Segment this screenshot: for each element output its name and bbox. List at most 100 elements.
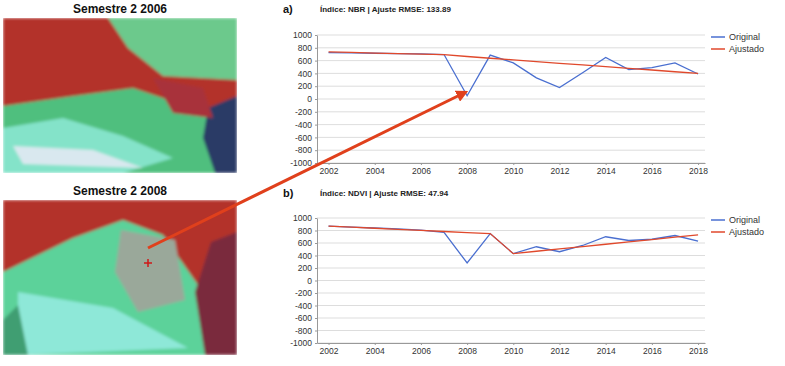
tick: 2010: [504, 343, 523, 356]
tick-label: 2014: [597, 346, 616, 356]
tick-mark: [315, 125, 317, 126]
grid-line: [317, 218, 705, 219]
satellite-image: [3, 200, 237, 355]
grid-line: [317, 268, 705, 269]
image-region: [115, 230, 185, 312]
tick: -800: [295, 145, 317, 155]
tick-label: -800: [295, 326, 312, 336]
series-line: [329, 53, 699, 96]
tick-label: 800: [298, 226, 312, 236]
tick-label: 2004: [366, 166, 385, 176]
series-line: [329, 226, 699, 263]
series-line: [329, 226, 699, 254]
tick-mark: [315, 231, 317, 232]
axis-line: [317, 36, 318, 164]
tick: 2018: [689, 343, 708, 356]
tick-mark: [315, 137, 317, 138]
tick-label: 2018: [689, 166, 708, 176]
tick-mark: [652, 163, 653, 165]
tick-mark: [329, 163, 330, 165]
legend-swatch: [711, 48, 725, 50]
tick: 2006: [412, 163, 431, 176]
tick: 2002: [320, 163, 339, 176]
tick: 400: [298, 69, 317, 79]
tick-label: 2016: [643, 346, 662, 356]
x-axis: 2002 2004 2006 2008 2010 2012 2014 2016 2018: [318, 343, 709, 356]
grid-line: [317, 150, 705, 151]
tick-label: -1000: [290, 338, 312, 348]
tick-mark: [315, 293, 317, 294]
image-region: [3, 305, 28, 355]
tick-mark: [315, 48, 317, 49]
tick-label: 2012: [551, 166, 570, 176]
legend-swatch: [711, 231, 725, 233]
tick-label: 2012: [551, 346, 570, 356]
grid-line: [317, 305, 705, 306]
tick-label: -800: [295, 145, 312, 155]
axis-line: [318, 163, 706, 164]
tick-label: -200: [295, 107, 312, 117]
tick: 2014: [597, 343, 616, 356]
tick-mark: [315, 35, 317, 36]
tick-mark: [315, 281, 317, 282]
tick-label: 2002: [320, 346, 339, 356]
grid-line: [317, 111, 705, 112]
legend: Original Ajustado: [711, 32, 764, 54]
legend-label: Ajustado: [729, 227, 764, 237]
tick-label: -1000: [290, 158, 312, 168]
legend-label: Original: [729, 215, 760, 225]
tick: 2006: [412, 343, 431, 356]
tick: 2010: [504, 163, 523, 176]
tick-label: 0: [307, 94, 312, 104]
tick: 2018: [689, 163, 708, 176]
y-axis: -1000-800-600-400-20002004006008001000: [290, 30, 317, 168]
legend-label: Original: [729, 32, 760, 42]
tick-mark: [606, 163, 607, 165]
image-region: [195, 232, 237, 355]
tick: 600: [298, 56, 317, 66]
tick-mark: [421, 163, 422, 165]
grid-line: [317, 73, 705, 74]
axis-line: [317, 219, 318, 344]
grid-line: [317, 230, 705, 231]
tick-label: -600: [295, 313, 312, 323]
tick: 2016: [643, 343, 662, 356]
tick: 800: [298, 226, 317, 236]
tick: 2004: [366, 163, 385, 176]
tick-mark: [315, 112, 317, 113]
tick: 2012: [551, 343, 570, 356]
tick: -400: [295, 120, 317, 130]
legend: Original Ajustado: [711, 215, 764, 237]
tick-mark: [698, 163, 699, 165]
tick-label: 2008: [458, 346, 477, 356]
tick-label: 2004: [366, 346, 385, 356]
tick-mark: [560, 343, 561, 345]
tick-label: 2018: [689, 346, 708, 356]
tick-label: 1000: [293, 30, 312, 40]
tick-label: -400: [295, 301, 312, 311]
tick-mark: [513, 343, 514, 345]
tick-mark: [315, 99, 317, 100]
image-region: [3, 200, 237, 355]
grid: [317, 35, 705, 163]
tick: 400: [298, 251, 317, 261]
plot-area: [329, 226, 699, 263]
chart: b)Índice: NDVI | Ajuste RMSE: 47.94-1000…: [283, 187, 764, 356]
panel-label: Semestre 2 2008: [73, 184, 167, 198]
tick: 1000: [293, 30, 317, 40]
tick-label: 2014: [597, 166, 616, 176]
tick-mark: [421, 343, 422, 345]
tick-label: 1000: [293, 213, 312, 223]
grid-line: [317, 243, 705, 244]
tick: 2004: [366, 343, 385, 356]
grid-line: [317, 318, 705, 319]
legend-label: Ajustado: [729, 44, 764, 54]
tick-mark: [560, 163, 561, 165]
tick: 1000: [293, 213, 317, 223]
x-axis: 200220042006200820102012201420162018: [318, 163, 709, 176]
tick-label: 2006: [412, 346, 431, 356]
tick-mark: [606, 343, 607, 345]
grid-line: [317, 124, 705, 125]
image-region: [3, 118, 173, 173]
tick: 2002: [320, 343, 339, 356]
